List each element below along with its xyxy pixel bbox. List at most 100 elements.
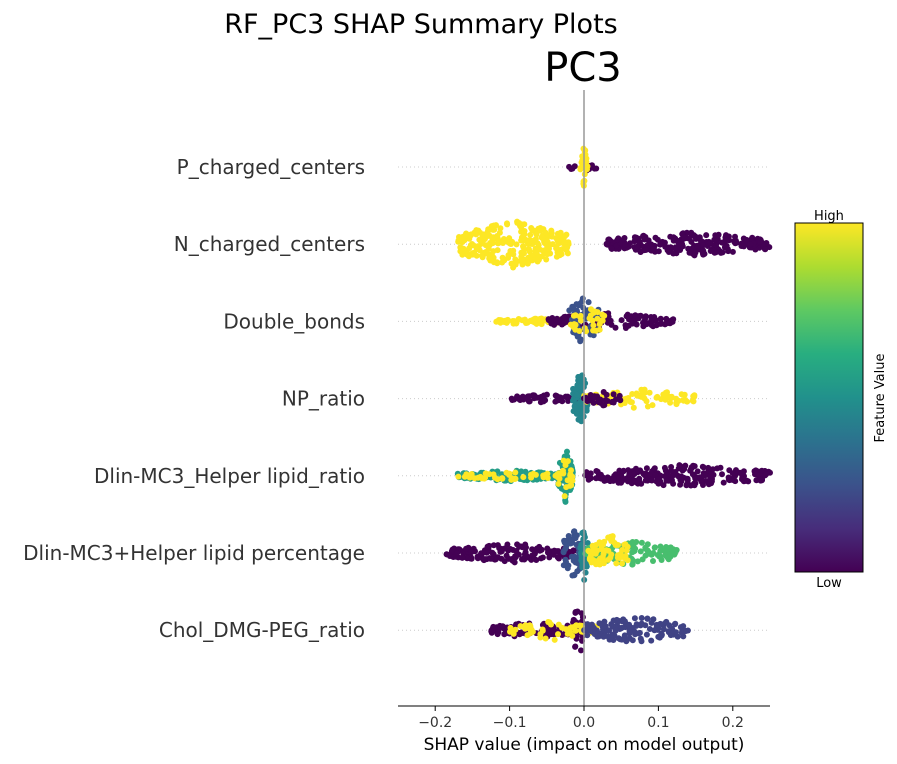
shap-point [466,245,473,252]
shap-point [517,396,524,403]
shap-point [614,236,621,243]
shap-point [665,628,672,635]
shap-point [526,398,533,405]
shap-point [646,626,653,632]
shap-point [592,327,599,334]
shap-point [624,543,631,550]
shap-point [662,389,669,396]
shap-point [708,478,715,485]
shap-point [546,554,553,561]
shap-point [707,248,714,254]
shap-point [605,236,612,243]
shap-point [561,233,568,240]
x-tick-label: −0.2 [418,715,452,731]
shap-point [519,257,526,264]
shap-point [677,624,684,631]
shap-point [587,625,593,632]
shap-point [556,475,563,482]
shap-point [562,244,569,250]
shap-point [747,241,754,248]
shap-point [497,225,504,232]
shap-point [545,317,552,324]
shap-point [612,627,619,634]
shap-point [459,554,466,561]
shap-point [512,469,519,476]
shap-point [521,221,528,228]
shap-point [538,321,545,328]
shap-point [576,400,583,407]
shap-point [584,166,590,173]
shap-point [596,397,603,404]
shap-point [546,242,553,249]
shap-point [504,220,510,227]
feature-label: N_charged_centers [174,232,365,256]
shap-point [536,543,543,550]
shap-point [723,232,729,239]
shap-point [663,315,670,322]
shap-point [491,226,498,233]
shap-point [577,166,584,173]
shap-point [576,375,583,381]
shap-point [696,234,703,241]
shap-point [603,241,610,248]
shap-point [531,549,538,556]
shap-point [484,543,491,550]
shap-point [625,395,632,401]
shap-point [564,394,571,401]
shap-point [516,220,523,227]
shap-point [502,318,509,325]
shap-point [634,392,641,399]
shap-point [723,237,730,244]
shap-point [688,238,695,245]
shap-point [657,620,664,627]
shap-point [574,608,581,615]
shap-point [606,627,613,634]
shap-point [571,553,578,560]
shap-point [610,399,617,406]
shap-point [729,248,736,255]
shap-point [729,470,736,477]
shap-point [533,249,540,256]
shap-point [630,542,637,549]
shap-point [583,563,590,570]
x-tick-label: 0.1 [647,715,669,731]
shap-point [570,528,577,535]
shap-point [648,637,655,644]
shap-point [542,635,549,642]
shap-point [527,626,533,633]
shap-point [517,623,524,630]
shap-point [528,252,535,259]
shap-point [638,539,645,546]
shap-point [571,163,578,170]
shap-point [526,393,533,400]
shap-point [560,457,567,464]
shap-point [672,620,679,627]
shap-point [544,251,551,258]
shap-point [590,322,597,329]
shap-point [719,249,726,256]
shap-point [630,404,637,411]
shap-point [657,543,664,550]
shap-point [627,240,633,247]
shap-point [520,244,527,251]
shap-point [667,544,674,551]
shap-point [639,556,646,563]
shap-point [694,242,701,249]
shap-point [546,619,553,626]
shap-point [620,468,627,475]
shap-point [625,322,632,329]
shap-point [654,393,661,400]
shap-point [561,493,568,500]
shap-point [523,320,529,326]
shap-point [495,239,502,246]
shap-point [461,473,468,480]
shap-point [618,636,625,643]
shap-point [651,465,658,472]
shap-point [658,631,665,638]
shap-point [505,252,512,259]
shap-point [637,312,644,319]
shap-point [644,403,651,410]
shap-point [478,550,485,557]
shap-point [481,556,488,563]
shap-point [491,259,497,266]
